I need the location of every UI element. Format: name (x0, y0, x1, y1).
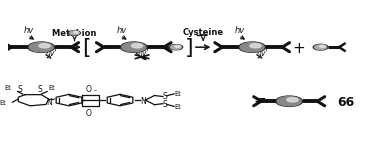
Circle shape (69, 31, 81, 35)
Circle shape (175, 45, 180, 47)
Circle shape (313, 44, 328, 50)
Circle shape (132, 44, 143, 48)
Text: S: S (163, 100, 168, 109)
Circle shape (315, 45, 327, 49)
Text: S: S (18, 85, 23, 94)
Circle shape (250, 44, 261, 48)
Circle shape (276, 96, 302, 106)
Text: Et: Et (174, 104, 181, 110)
Text: =: = (253, 93, 266, 108)
Circle shape (239, 42, 265, 52)
Text: Et: Et (48, 85, 55, 91)
Text: 66: 66 (337, 96, 355, 109)
Text: hv: hv (116, 26, 127, 35)
Text: ]: ] (184, 38, 193, 58)
Text: hv': hv' (138, 49, 150, 58)
Text: +: + (292, 41, 305, 56)
Text: $^+$: $^+$ (51, 97, 57, 102)
Circle shape (287, 98, 298, 102)
Circle shape (28, 42, 54, 52)
Text: Et: Et (4, 85, 11, 91)
Text: $^-$: $^-$ (93, 89, 99, 94)
Circle shape (169, 45, 183, 50)
Circle shape (240, 43, 264, 52)
Circle shape (39, 44, 50, 48)
Text: O: O (85, 85, 91, 94)
Text: N: N (46, 98, 52, 107)
Circle shape (170, 45, 181, 49)
Text: N: N (140, 97, 146, 106)
Circle shape (70, 31, 79, 35)
Text: hv': hv' (257, 49, 268, 58)
Text: [: [ (82, 38, 91, 58)
Text: Et: Et (0, 100, 6, 106)
Text: hv': hv' (46, 49, 57, 58)
Text: Cysteine: Cysteine (183, 28, 224, 37)
Text: hv: hv (24, 26, 34, 35)
Text: O: O (85, 109, 91, 118)
Circle shape (320, 45, 325, 47)
Text: Et: Et (174, 91, 181, 97)
Text: S: S (163, 92, 168, 101)
Circle shape (122, 43, 146, 52)
Circle shape (29, 43, 53, 52)
Circle shape (74, 31, 78, 33)
Circle shape (121, 42, 147, 52)
Text: S: S (37, 85, 42, 94)
Circle shape (277, 97, 301, 106)
Text: Metal ion: Metal ion (52, 29, 97, 38)
Text: hv: hv (235, 26, 245, 35)
